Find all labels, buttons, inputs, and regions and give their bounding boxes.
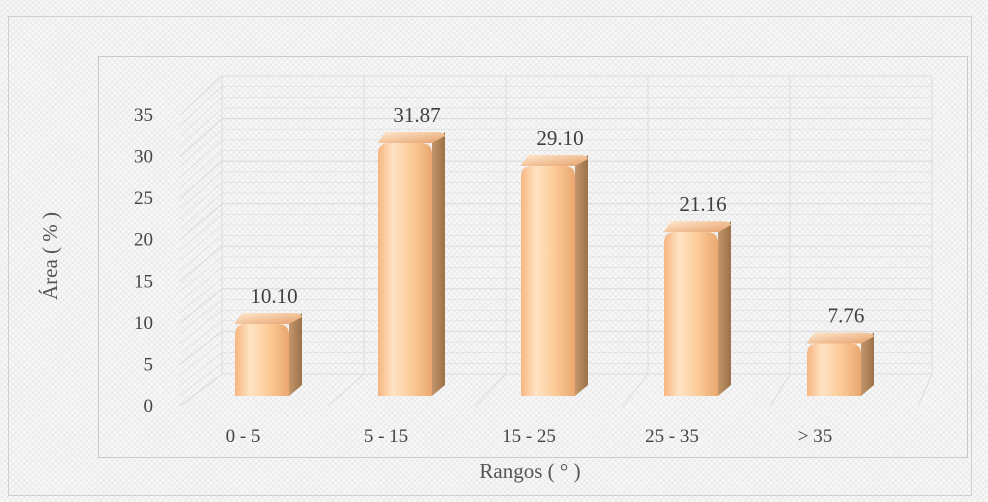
side-gridline (179, 107, 223, 147)
side-gridline (179, 182, 223, 220)
data-label: 29.10 (536, 126, 583, 150)
side-gridline (179, 352, 223, 386)
side-gridline (179, 75, 223, 116)
floor-divider (474, 373, 507, 407)
side-gridline (179, 288, 223, 324)
side-gridline (179, 150, 223, 188)
bar (378, 132, 445, 396)
side-gridline (179, 299, 223, 334)
floor-divider (769, 373, 791, 407)
bar-front (378, 143, 432, 396)
bars (235, 132, 874, 396)
bar-top (664, 221, 731, 233)
floor-divider (179, 373, 223, 407)
side-gridline (179, 86, 223, 126)
side-gridline (179, 341, 223, 376)
y-tick-label: 10 (134, 313, 153, 334)
x-category-label: 25 - 35 (645, 426, 699, 447)
x-category-label: 5 - 15 (364, 426, 408, 447)
bar-front (807, 343, 861, 396)
data-labels: 10.10 31.87 29.10 21.16 7.76 (250, 103, 864, 327)
y-tick-label: 0 (144, 396, 154, 417)
x-axis-title: Rangos ( ° ) (479, 459, 580, 483)
y-tick-label: 20 (134, 230, 153, 251)
data-label: 31.87 (393, 103, 440, 127)
bar (235, 313, 302, 396)
y-axis-ticks: 0 5 10 15 20 25 30 35 (134, 105, 153, 417)
bar-top (521, 155, 588, 167)
side-gridline (179, 309, 223, 344)
bar-front (521, 166, 575, 396)
chart-outer-frame (8, 16, 972, 496)
floor-divider (327, 373, 365, 407)
side-gridline (179, 224, 223, 261)
side-gridline (179, 245, 223, 282)
side-gridline (179, 97, 223, 137)
side-gridline (179, 118, 223, 157)
side-gridline (179, 214, 223, 251)
side-gridline (179, 330, 223, 365)
bar (807, 332, 874, 396)
bar-front (664, 232, 718, 396)
y-tick-label: 15 (134, 271, 153, 292)
side-gridline (179, 320, 223, 355)
side-gridline (179, 363, 223, 396)
bar-side (575, 155, 588, 396)
x-axis-categories: 0 - 5 5 - 15 15 - 25 25 - 35 > 35 (226, 426, 833, 447)
side-gridline (179, 128, 223, 168)
bar-top (807, 332, 874, 344)
bar-side (861, 332, 874, 396)
side-gridline (179, 192, 223, 230)
bar-front (235, 324, 289, 396)
chart-plot-frame (98, 56, 968, 458)
y-axis-title: Área ( % ) (38, 212, 62, 300)
side-gridline (179, 139, 223, 178)
x-category-label: 15 - 25 (502, 426, 556, 447)
bar-side (289, 313, 302, 396)
y-tick-label: 35 (134, 105, 153, 126)
side-gridline (179, 256, 223, 292)
data-label: 21.16 (679, 192, 726, 216)
floor-divider (917, 373, 933, 407)
bar-side (718, 221, 731, 396)
side-gridline (179, 171, 223, 209)
y-tick-label: 25 (134, 188, 153, 209)
bar-side (432, 132, 445, 396)
side-gridline (179, 267, 223, 303)
side-gridline (179, 203, 223, 241)
floor-divider (622, 373, 649, 407)
bar-top (378, 132, 445, 144)
y-tick-label: 5 (144, 354, 154, 375)
data-label: 7.76 (828, 303, 865, 327)
data-label: 10.10 (250, 284, 297, 308)
bar (521, 155, 588, 396)
bar-top (235, 313, 302, 325)
x-category-label: 0 - 5 (226, 426, 261, 447)
side-gridline (179, 277, 223, 313)
x-category-label: > 35 (798, 426, 832, 447)
side-gridline (179, 160, 223, 199)
side-gridline (179, 235, 223, 272)
bar (664, 221, 731, 396)
y-tick-label: 30 (134, 147, 153, 168)
